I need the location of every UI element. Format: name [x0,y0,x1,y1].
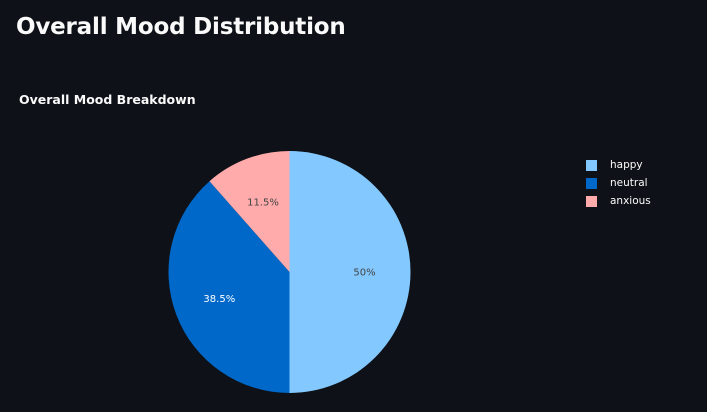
legend-swatch-anxious [586,195,597,207]
pie-slice-happy[interactable] [289,151,411,393]
legend-swatch-neutral [586,177,597,189]
pie-slice-neutral[interactable] [168,181,290,393]
legend-label-neutral: neutral [610,177,648,189]
legend-label-anxious: anxious [610,195,651,207]
page-title: Overall Mood Distribution [16,14,346,40]
chart-title: Overall Mood Breakdown [19,92,196,107]
legend-item-neutral[interactable]: neutral [586,174,651,192]
pie-label-anxious: 11.5% [247,197,279,208]
legend-label-happy: happy [610,159,643,171]
legend-item-happy[interactable]: happy [586,156,651,174]
pie-label-happy: 50% [353,268,375,279]
chart-legend: happy neutral anxious [586,156,651,210]
legend-swatch-happy [586,159,597,171]
pie-label-neutral: 38.5% [203,294,235,305]
pie-slice-anxious[interactable] [209,151,290,272]
legend-item-anxious[interactable]: anxious [586,192,651,210]
